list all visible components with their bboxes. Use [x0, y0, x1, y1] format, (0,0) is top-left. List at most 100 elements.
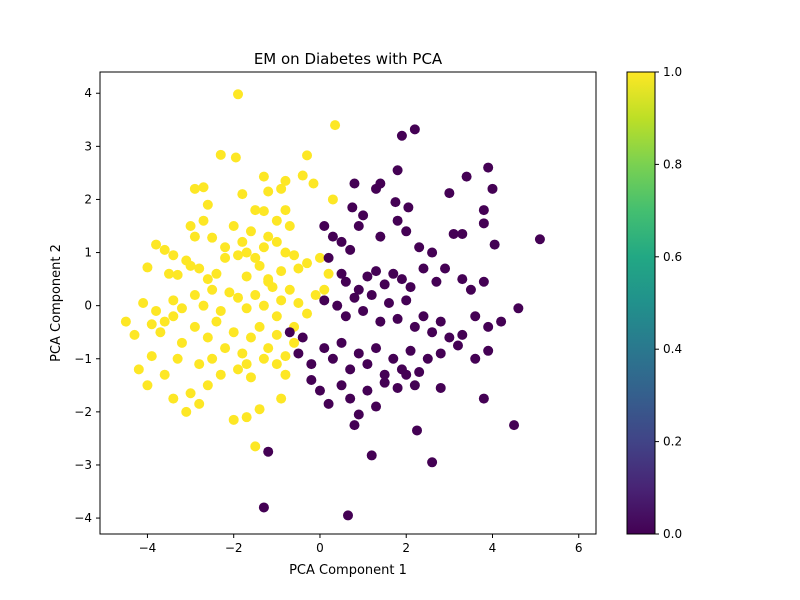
scatter-point-cluster-0 [470, 311, 481, 322]
scatter-point-cluster-0 [427, 247, 438, 258]
scatter-point-cluster-1 [220, 252, 231, 263]
scatter-point-cluster-1 [245, 226, 256, 237]
scatter-point-cluster-0 [489, 239, 500, 250]
scatter-point-cluster-1 [176, 337, 187, 348]
scatter-point-cluster-0 [409, 380, 420, 391]
scatter-point-cluster-0 [388, 268, 399, 279]
scatter-point-cluster-1 [228, 327, 239, 338]
scatter-point-cluster-0 [327, 353, 338, 364]
plot-area-frame [99, 71, 597, 535]
scatter-point-cluster-1 [164, 268, 175, 279]
scatter-point-cluster-0 [366, 290, 377, 301]
scatter-point-cluster-0 [263, 446, 274, 457]
y-tick-label: 1 [84, 246, 92, 260]
scatter-point-cluster-1 [133, 364, 144, 375]
scatter-point-cluster-1 [202, 380, 213, 391]
scatter-point-cluster-0 [513, 303, 524, 314]
scatter-point-cluster-1 [289, 250, 300, 261]
scatter-point-cluster-1 [280, 175, 291, 186]
scatter-point-cluster-1 [220, 343, 231, 354]
y-axis: −4 −3 −2 −1 0 1 2 3 4 [74, 86, 100, 525]
scatter-point-cluster-1 [250, 205, 261, 216]
colorbar [626, 71, 656, 535]
y-tick-label: 0 [84, 299, 92, 313]
y-tick-label: −3 [74, 458, 92, 472]
scatter-point-cluster-1 [168, 250, 179, 261]
scatter-point-cluster-0 [396, 274, 407, 285]
scatter-point-cluster-0 [336, 337, 347, 348]
scatter-point-cluster-0 [448, 228, 459, 239]
y-tick-label: −1 [74, 352, 92, 366]
x-tick-label: −2 [225, 541, 243, 555]
scatter-point-cluster-1 [202, 274, 213, 285]
scatter-point-cluster-0 [349, 178, 360, 189]
colorbar-tick-label: 0.2 [663, 435, 682, 449]
scatter-point-cluster-0 [427, 457, 438, 468]
scatter-point-cluster-1 [159, 316, 170, 327]
scatter-point-cluster-1 [258, 171, 269, 182]
scatter-point-cluster-0 [366, 450, 377, 461]
scatter-point-cluster-0 [435, 348, 446, 359]
scatter-point-cluster-0 [347, 202, 358, 213]
y-tick-label: 2 [84, 192, 92, 206]
scatter-point-cluster-0 [336, 236, 347, 247]
scatter-point-cluster-1 [228, 221, 239, 231]
scatter-point-cluster-1 [233, 364, 244, 375]
scatter-point-cluster-0 [375, 316, 386, 327]
scatter-point-cluster-1 [237, 236, 248, 247]
scatter-point-cluster-0 [353, 221, 364, 231]
scatter-point-cluster-1 [276, 183, 287, 194]
scatter-point-cluster-0 [293, 348, 304, 359]
scatter-point-cluster-1 [280, 247, 291, 258]
x-axis: −4 −2 0 2 4 6 [139, 534, 583, 555]
scatter-point-cluster-0 [345, 244, 356, 255]
scatter-point-cluster-0 [465, 284, 476, 295]
scatter-point-cluster-1 [241, 359, 252, 370]
scatter-point-cluster-0 [390, 197, 401, 208]
scatter-point-cluster-0 [478, 276, 489, 287]
scatter-point-cluster-1 [138, 298, 149, 308]
scatter-point-cluster-0 [412, 425, 423, 436]
scatter-point-cluster-0 [349, 420, 360, 431]
scatter-point-cluster-1 [172, 353, 183, 364]
scatter-point-cluster-0 [345, 364, 356, 375]
scatter-point-cluster-0 [379, 369, 390, 380]
scatter-point-cluster-0 [457, 228, 468, 239]
y-tick-label: −2 [74, 405, 92, 419]
x-tick-label: −4 [139, 541, 157, 555]
scatter-point-cluster-1 [263, 186, 274, 197]
scatter-point-cluster-1 [280, 351, 291, 362]
scatter-point-cluster-0 [435, 382, 446, 393]
x-tick-label: 4 [489, 541, 497, 555]
scatter-point-cluster-0 [297, 332, 308, 343]
scatter-point-cluster-1 [185, 221, 196, 231]
scatter-point-cluster-1 [254, 260, 265, 271]
scatter-point-cluster-1 [271, 215, 282, 226]
scatter-point-cluster-1 [284, 221, 295, 231]
scatter-point-cluster-1 [189, 321, 200, 332]
scatter-point-cluster-0 [483, 162, 494, 173]
scatter-point-cluster-1 [185, 260, 196, 271]
scatter-point-cluster-0 [444, 188, 455, 199]
scatter-point-cluster-1 [237, 189, 248, 200]
scatter-point-cluster-1 [168, 311, 179, 322]
scatter-point-cluster-1 [198, 182, 209, 193]
scatter-point-cluster-1 [308, 178, 319, 189]
scatter-point-cluster-1 [271, 236, 282, 247]
scatter-point-cluster-0 [388, 353, 399, 364]
scatter-point-cluster-1 [215, 149, 226, 160]
scatter-point-cluster-0 [496, 316, 507, 327]
scatter-point-cluster-1 [233, 89, 244, 100]
scatter-point-cluster-0 [327, 231, 338, 242]
scatter-point-cluster-1 [142, 380, 153, 391]
scatter-point-cluster-0 [452, 340, 463, 351]
scatter-point-cluster-1 [237, 348, 248, 359]
scatter-point-cluster-1 [230, 152, 241, 163]
scatter-point-cluster-1 [302, 308, 313, 319]
y-axis-label: PCA Component 2 [49, 244, 64, 362]
scatter-point-cluster-0 [457, 274, 468, 285]
scatter-point-cluster-0 [340, 276, 351, 287]
scatter-point-cluster-1 [310, 290, 321, 301]
scatter-point-cluster-0 [418, 263, 429, 274]
